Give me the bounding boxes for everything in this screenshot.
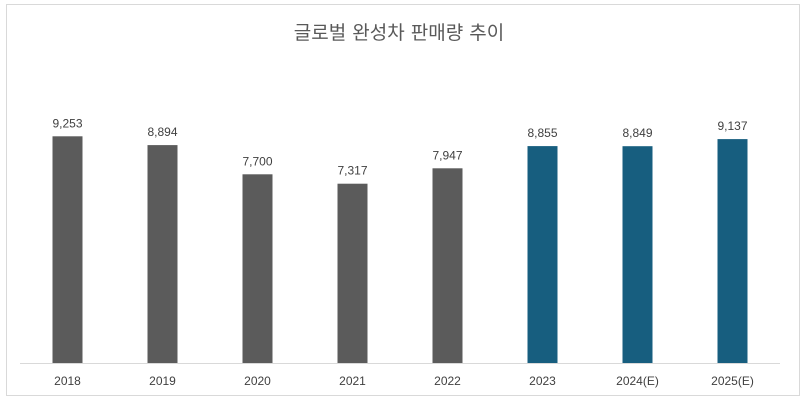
bars-group bbox=[52, 136, 748, 363]
x-tick-label-2023: 2023 bbox=[529, 374, 556, 388]
bar-2021 bbox=[337, 183, 368, 363]
value-label-2023: 8,855 bbox=[527, 126, 557, 140]
bar-2020 bbox=[242, 174, 273, 363]
x-tick-label-2018: 2018 bbox=[54, 374, 81, 388]
bar-2024(E) bbox=[622, 146, 653, 363]
x-tick-label-2019: 2019 bbox=[149, 374, 176, 388]
bar-2023 bbox=[527, 146, 558, 363]
x-tick-label-2020: 2020 bbox=[244, 374, 271, 388]
x-tick-label-2024(E): 2024(E) bbox=[616, 374, 659, 388]
bar-2019 bbox=[147, 145, 178, 363]
value-label-2019: 8,894 bbox=[147, 125, 177, 139]
x-tick-labels-group: 2018 2019 2020 2021 2022 2023 2024(E) 2025(E) bbox=[54, 374, 754, 388]
bar-2018 bbox=[52, 136, 83, 363]
bar-2025(E) bbox=[717, 139, 748, 363]
bar-2022 bbox=[432, 168, 463, 363]
value-label-2018: 9,253 bbox=[52, 116, 82, 130]
value-label-2024(E): 8,849 bbox=[622, 126, 652, 140]
value-label-2025(E): 9,137 bbox=[717, 119, 747, 133]
value-labels-group: 9,253 8,894 7,700 7,317 7,947 8,855 8,849 9,137 bbox=[52, 116, 747, 177]
chart-frame bbox=[6, 4, 800, 396]
value-label-2021: 7,317 bbox=[337, 164, 367, 178]
value-label-2022: 7,947 bbox=[432, 148, 462, 162]
x-tick-label-2025(E): 2025(E) bbox=[711, 374, 754, 388]
chart-title: 글로벌 완성차 판매량 추이 bbox=[294, 22, 504, 44]
x-tick-label-2021: 2021 bbox=[339, 374, 366, 388]
x-tick-label-2022: 2022 bbox=[434, 374, 461, 388]
value-label-2020: 7,700 bbox=[242, 154, 272, 168]
